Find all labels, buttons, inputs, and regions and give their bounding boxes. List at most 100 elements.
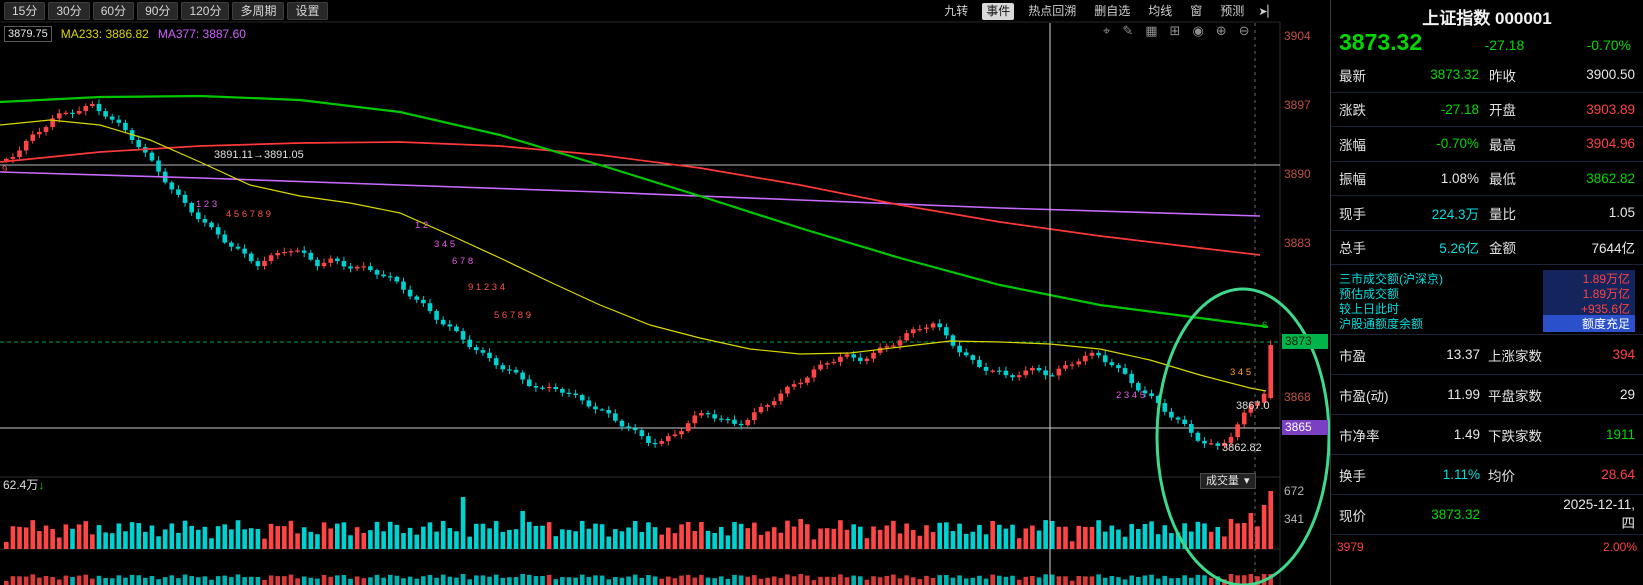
field-value: 3904.96 — [1586, 136, 1635, 152]
quote-row: 最新 3873.32 昨收 3900.50 — [1331, 58, 1643, 93]
toolbar-button-热点回溯[interactable]: 热点回溯 — [1028, 3, 1077, 18]
ma-red-line — [0, 141, 1261, 256]
axis-label-3890: 3890 — [1284, 167, 1311, 181]
sequence-annotation: 3 4 5 — [1230, 367, 1251, 378]
stat-row: 市盈 13.37 上涨家数 394 — [1331, 335, 1643, 375]
price-axis: 3904 3897 3890 3883 3873 3868 3865 672 341 — [1282, 0, 1330, 585]
field-value: 3873.32 — [1431, 507, 1480, 522]
price-value-box: 3879.75 — [4, 26, 52, 42]
sequence-annotation: 9 1 2 3 4 — [468, 282, 505, 293]
field-value: 3873.32 — [1430, 67, 1479, 83]
quote-row: 振幅 1.08% 最低 3862.82 — [1331, 162, 1643, 196]
drawn-ellipse-annotation[interactable] — [1155, 287, 1330, 585]
market-row: 预估成交额 1.89万亿 — [1331, 285, 1643, 302]
axis-label-3873: 3873 — [1282, 334, 1328, 349]
pencil-icon[interactable]: ✎ — [1122, 23, 1134, 38]
grid-icon[interactable]: ▦ — [1145, 23, 1158, 38]
toolbar-button-事件[interactable]: 事件 — [982, 2, 1015, 20]
timeframe-button-60分[interactable]: 60分 — [92, 2, 135, 20]
sequence-annotation: 5 6 7 8 9 — [494, 310, 531, 321]
field-value: 3900.50 — [1586, 67, 1635, 83]
timeframe-button-设置[interactable]: 设置 — [287, 2, 328, 20]
market-turnover-rows: 三市成交额(沪深京) 1.89万亿 预估成交额 1.89万亿 较上日此时 +935.6亿沪… — [1331, 270, 1643, 335]
field-label: 量比 — [1489, 206, 1516, 222]
timeframe-button-多周期[interactable]: 多周期 — [232, 2, 285, 20]
field-label: 总手 — [1339, 241, 1366, 257]
zoom-in-icon[interactable]: ⊕ — [1215, 23, 1227, 38]
toolbar-button-删自选[interactable]: 删自选 — [1094, 3, 1131, 18]
field-value: -27.18 — [1440, 101, 1479, 117]
field-value: 2025-12-11,四 — [1563, 497, 1635, 531]
sequence-annotation: 6 7 8 — [452, 256, 473, 267]
field-value: 5.26亿 — [1439, 241, 1479, 257]
axis-label-3897: 3897 — [1284, 98, 1311, 112]
low-price-label: 3862.82 — [1222, 442, 1262, 454]
timeframe-button-30分[interactable]: 30分 — [48, 2, 90, 20]
toolbar-button-均线[interactable]: 均线 — [1148, 3, 1173, 18]
ma-legend-row: 3879.75 MA233: 3886.82 MA377: 3887.60 — [4, 26, 246, 42]
sequence-annotation: 3 4 5 — [434, 239, 455, 250]
quote-row: 现手 224.3万 量比 1.05 — [1331, 196, 1643, 231]
ma233-legend: MA233: 3886.82 — [60, 27, 149, 41]
crosshair-icon[interactable]: ⌖ — [1103, 23, 1111, 38]
market-label: 沪股通额度余额 — [1339, 317, 1424, 331]
window-icon[interactable]: ⊞ — [1169, 23, 1181, 38]
stat-row: 市盈(动) 11.99 平盘家数 29 — [1331, 375, 1643, 415]
field-label: 最高 — [1489, 137, 1516, 153]
volume-readout: 62.4万↓ — [3, 476, 44, 493]
zoom-out-icon[interactable]: ⊖ — [1238, 23, 1250, 38]
axis-label-672: 672 — [1284, 484, 1305, 498]
market-value: 1.89万亿 — [1543, 285, 1635, 302]
field-value: 1.11% — [1442, 467, 1480, 482]
field-label: 均价 — [1488, 468, 1515, 484]
market-row: 较上日此时 +935.6亿 — [1331, 300, 1643, 317]
top-toolbar: 15分 30分 60分 90分 120分 多周期 设置 九转 事件 热点回溯 删自选 均线 窗 预测 ➤▏ — [0, 0, 1280, 22]
field-value: 1.49 — [1453, 427, 1480, 442]
field-value: -0.70% — [1436, 136, 1479, 152]
field-label: 下跌家数 — [1488, 428, 1542, 444]
toolbar-button-窗[interactable]: 窗 — [1190, 3, 1203, 18]
quote-row: 涨跌 -27.18 开盘 3903.89 — [1331, 93, 1643, 127]
toolbar-button-九转[interactable]: 九转 — [944, 3, 969, 18]
market-label: 较上日此时 — [1339, 302, 1400, 316]
field-value: 13.37 — [1446, 347, 1480, 362]
field-label: 市净率 — [1339, 428, 1380, 444]
timeframe-button-15分[interactable]: 15分 — [4, 2, 46, 20]
timeframe-button-120分[interactable]: 120分 — [181, 2, 230, 20]
field-value: 3903.89 — [1586, 101, 1635, 117]
axis-label-3865: 3865 — [1282, 420, 1328, 435]
field-label: 最新 — [1339, 68, 1366, 84]
field-label: 换手 — [1339, 468, 1366, 484]
intraday-axis-labels: 3979 2.00% — [1331, 535, 1643, 554]
collapse-panel-icon[interactable]: ➤▏ — [1258, 5, 1276, 18]
field-value: 394 — [1612, 347, 1635, 362]
target-icon[interactable]: ◉ — [1192, 23, 1204, 38]
quote-panel: 上证指数 000001 3873.32 -27.18 -0.70% 最新 3873… — [1330, 0, 1643, 585]
stat-row: 现价 3873.32 2025-12-11,四 — [1331, 495, 1643, 535]
field-value: 1911 — [1605, 427, 1635, 442]
timeframe-button-90分[interactable]: 90分 — [137, 2, 179, 20]
quote-summary: 3873.32 -27.18 -0.70% — [1331, 26, 1643, 58]
timeframe-button-group: 15分 30分 60分 90分 120分 多周期 设置 — [4, 2, 328, 20]
intraday-axis-price: 3979 — [1337, 540, 1364, 554]
field-label: 涨跌 — [1339, 103, 1366, 119]
price-change-percent: -0.70% — [1586, 37, 1631, 53]
quote-detail-rows: 最新 3873.32 昨收 3900.50 涨跌 -27.18 开盘 3903.89 涨幅 -0.… — [1331, 58, 1643, 265]
sequence-annotation: 1 2 — [415, 220, 428, 231]
field-label: 市盈(动) — [1339, 388, 1389, 404]
candlesticks — [4, 99, 1274, 451]
field-label: 金额 — [1489, 241, 1516, 257]
kline-chart[interactable]: 9 1 2 3 4 5 6 7 8 9 1 2 3 4 5 6 7 8 9 1 2 3 4 5… — [0, 0, 1330, 585]
market-value: 额度充足 — [1543, 315, 1635, 332]
field-label: 现价 — [1339, 508, 1366, 524]
volume-indicator-dropdown[interactable]: 成交量 ▾ — [1200, 473, 1256, 489]
market-value: 1.89万亿 — [1543, 270, 1635, 287]
field-label: 市盈 — [1339, 348, 1366, 364]
field-value: 29 — [1619, 387, 1635, 402]
field-label: 现手 — [1339, 206, 1366, 222]
axis-label-3883: 3883 — [1284, 236, 1311, 250]
market-row: 沪股通额度余额 额度充足 — [1331, 315, 1643, 332]
toolbar-button-预测[interactable]: 预测 — [1220, 3, 1245, 18]
axis-label-3904: 3904 — [1284, 29, 1311, 43]
stat-row: 换手 1.11% 均价 28.64 — [1331, 455, 1643, 495]
